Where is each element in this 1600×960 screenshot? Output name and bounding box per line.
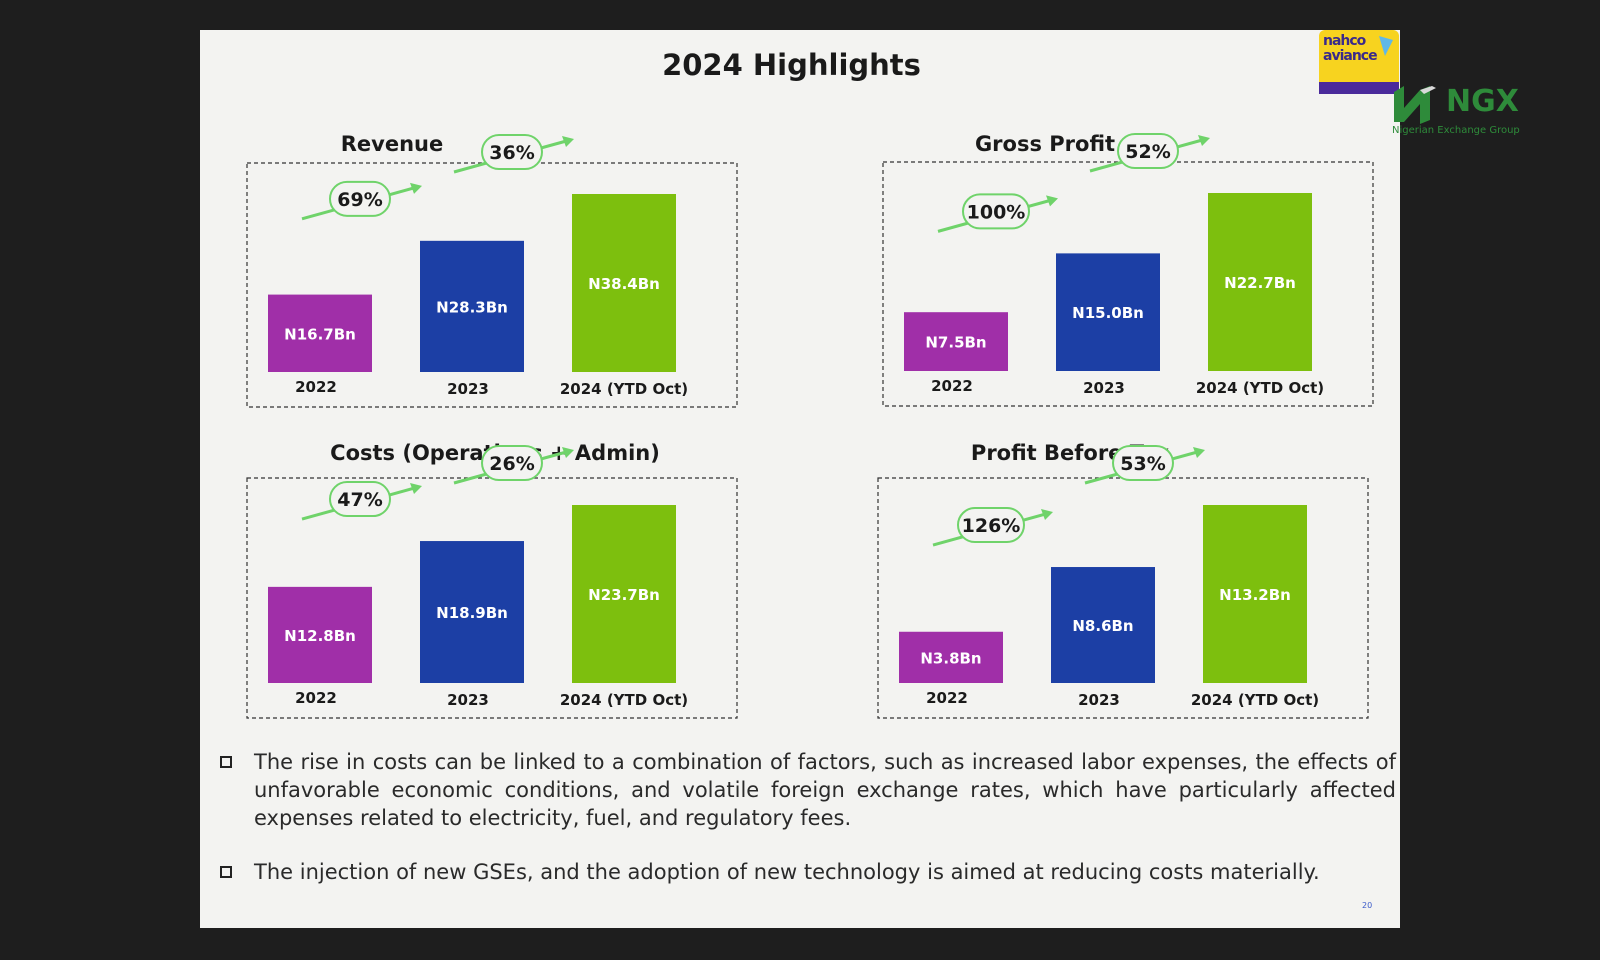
category-label: 2022: [295, 378, 337, 396]
growth-label: 26%: [489, 453, 534, 475]
bar-value-label: N7.5Bn: [925, 334, 986, 352]
bar-value-label: N22.7Bn: [1224, 274, 1296, 292]
growth-pill: [1117, 133, 1179, 169]
ngx-logo: NGX Nigerian Exchange Group: [1390, 84, 1520, 140]
bullet-list: The rise in costs can be linked to a com…: [218, 748, 1396, 886]
bar: [420, 240, 524, 372]
growth-pill: [329, 180, 391, 217]
bar: [268, 294, 372, 372]
growth-pill: [962, 193, 1030, 230]
growth-pill: [1112, 445, 1174, 481]
bar: [572, 194, 676, 372]
bullet-item: The injection of new GSEs, and the adopt…: [218, 858, 1396, 886]
nahco-aviance-logo: nahco aviance: [1319, 30, 1399, 94]
growth-pill: [957, 507, 1025, 544]
growth-label: 53%: [1120, 453, 1165, 475]
slide: [200, 30, 1400, 928]
category-label: 2024 (YTD Oct): [560, 380, 688, 398]
growth-label: 69%: [337, 189, 382, 211]
bar: [1056, 253, 1160, 371]
growth-label: 52%: [1125, 141, 1170, 163]
bullet-text: The rise in costs can be linked to a com…: [254, 750, 1396, 830]
arrow-head-icon: [410, 182, 422, 194]
bar-value-label: N28.3Bn: [436, 298, 508, 316]
category-label: 2023: [1083, 379, 1125, 397]
category-label: 2022: [931, 377, 973, 395]
arrow-head-icon: [1198, 135, 1210, 146]
growth-pill: [329, 481, 391, 518]
page-number: 20: [1362, 901, 1373, 910]
arrow-head-icon: [562, 447, 574, 458]
category-label: 2022: [295, 689, 337, 707]
category-label: 2024 (YTD Oct): [1191, 691, 1319, 709]
category-label: 2022: [926, 689, 968, 707]
arrow-head-icon: [1046, 195, 1058, 207]
bar-value-label: N15.0Bn: [1072, 304, 1144, 322]
category-label: 2023: [447, 380, 489, 398]
bar-value-label: N16.7Bn: [284, 325, 356, 343]
bar-value-label: N38.4Bn: [588, 275, 660, 293]
bar-value-label: N18.9Bn: [436, 604, 508, 622]
category-label: 2023: [447, 691, 489, 709]
nahco-logo-text: nahco aviance: [1323, 33, 1378, 64]
bar: [268, 586, 372, 683]
chart-title-revenue: Revenue: [340, 132, 444, 156]
slide-title: 2024 Highlights: [662, 48, 921, 82]
bar: [1203, 505, 1307, 683]
growth-pill: [481, 134, 543, 170]
growth-label: 100%: [967, 201, 1026, 223]
arrow-head-icon: [1041, 509, 1053, 521]
bar: [904, 312, 1008, 371]
growth-label: 47%: [337, 489, 382, 511]
nahco-logo-bar: [1319, 82, 1399, 94]
arrow-head-icon: [1193, 447, 1205, 458]
ngx-logo-subtitle: Nigerian Exchange Group: [1392, 125, 1520, 136]
arrow-head-icon: [410, 483, 422, 495]
gross-profit-chart: N7.5Bn 2022 N15.0Bn 2023 N22.7Bn 2024 (YTD Oc…: [882, 133, 1374, 407]
growth-pill: [481, 445, 543, 481]
growth-label: 126%: [962, 515, 1021, 537]
arrow-head-icon: [562, 136, 574, 147]
category-label: 2024 (YTD Oct): [560, 691, 688, 709]
ngx-logo-text: NGX: [1446, 84, 1519, 119]
checkbox-bullet-icon: [220, 756, 232, 768]
bullet-item: The rise in costs can be linked to a com…: [218, 748, 1396, 832]
bar: [899, 631, 1003, 683]
bar-value-label: N3.8Bn: [920, 649, 981, 667]
profit-before-tax-chart: N3.8Bn 2022 N8.6Bn 2023 N13.2Bn 2024 (YTD Oct…: [877, 445, 1369, 719]
ngx-mark-icon: [1394, 86, 1436, 124]
growth-label: 36%: [489, 142, 534, 164]
category-label: 2024 (YTD Oct): [1196, 379, 1324, 397]
costs-chart: N12.8Bn 2022 N18.9Bn 2023 N23.7Bn 2024 (YTD O…: [246, 445, 738, 719]
bullet-text: The injection of new GSEs, and the adopt…: [254, 860, 1320, 884]
plane-tail-icon: [1379, 36, 1393, 56]
checkbox-bullet-icon: [220, 866, 232, 878]
bar: [1208, 193, 1312, 371]
bar-value-label: N12.8Bn: [284, 627, 356, 645]
bar: [420, 541, 524, 683]
bar: [1051, 567, 1155, 683]
category-label: 2023: [1078, 691, 1120, 709]
revenue-chart: N16.7Bn 2022 N28.3Bn 2023 N38.4Bn 2024 (YTD O…: [246, 134, 738, 408]
bar-value-label: N13.2Bn: [1219, 586, 1291, 604]
bar-value-label: N23.7Bn: [588, 586, 660, 604]
bar-value-label: N8.6Bn: [1072, 617, 1133, 635]
bar: [572, 505, 676, 683]
chart-title-gross-profit: Gross Profit: [974, 132, 1116, 156]
